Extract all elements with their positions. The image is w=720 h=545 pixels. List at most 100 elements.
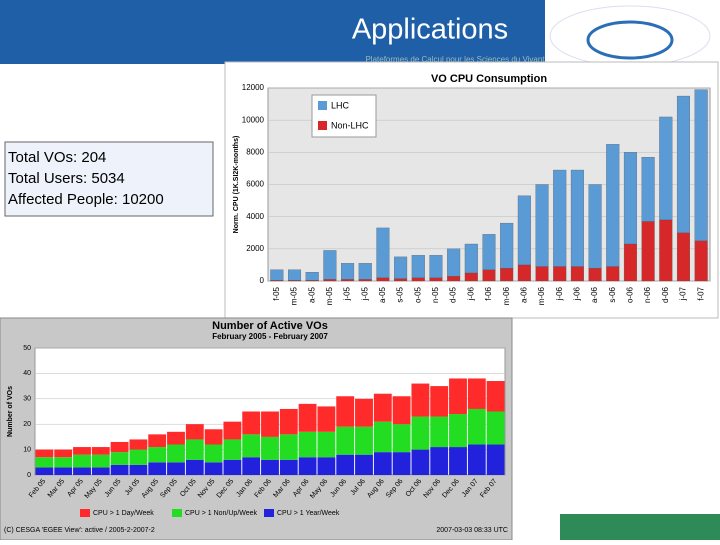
bar-segment bbox=[148, 462, 167, 475]
bar-segment bbox=[500, 222, 514, 269]
bar-segment bbox=[185, 459, 204, 475]
bar-segment bbox=[449, 378, 467, 415]
y-tick-label: 8000 bbox=[246, 147, 264, 156]
y-tick-label: 10 bbox=[23, 446, 31, 453]
bar-segment bbox=[659, 219, 673, 282]
bar-segment bbox=[261, 436, 279, 460]
slide-title: Applications bbox=[352, 14, 508, 46]
legend-swatch bbox=[264, 509, 274, 517]
x-tick-label: n-05 bbox=[431, 286, 440, 303]
bar-segment bbox=[358, 263, 372, 280]
y-axis-label: Norm. CPU (1K.SI2K-months) bbox=[233, 136, 240, 234]
bar-segment bbox=[447, 248, 461, 277]
bar-segment bbox=[129, 464, 148, 475]
bar-segment bbox=[323, 279, 337, 282]
bar-segment bbox=[317, 406, 336, 432]
bar-segment bbox=[298, 403, 317, 432]
bar-segment bbox=[430, 416, 449, 448]
bar-segment bbox=[676, 232, 690, 282]
x-tick-label: m-05 bbox=[325, 286, 334, 305]
bar-segment bbox=[376, 227, 390, 278]
bar-segment bbox=[54, 449, 73, 458]
bar-segment bbox=[54, 457, 73, 468]
bar-segment bbox=[373, 393, 392, 422]
bar-segment bbox=[54, 467, 73, 475]
bar-segment bbox=[392, 452, 411, 475]
bar-segment bbox=[411, 255, 425, 278]
bar-segment bbox=[35, 457, 54, 468]
bar-segment bbox=[336, 454, 355, 475]
x-tick-label: m-05 bbox=[290, 286, 299, 305]
x-tick-label: d-05 bbox=[449, 286, 458, 303]
x-tick-label: d-06 bbox=[661, 286, 670, 303]
bar-segment bbox=[449, 414, 467, 448]
bar-segment bbox=[317, 457, 336, 475]
bar-segment bbox=[394, 256, 408, 279]
bar-segment bbox=[323, 250, 337, 280]
bar-segment bbox=[129, 439, 148, 450]
bar-segment bbox=[500, 267, 514, 282]
bar-segment bbox=[35, 449, 54, 458]
y-tick-label: 6000 bbox=[246, 180, 264, 189]
bar-segment bbox=[641, 221, 655, 282]
bar-segment bbox=[242, 457, 261, 475]
bar-segment bbox=[641, 157, 655, 222]
bar-segment bbox=[588, 267, 602, 282]
info-box bbox=[4, 141, 214, 217]
chart-footer: (C) CESGA 'EGEE View': active / 2005-2-2… bbox=[4, 527, 155, 534]
bar-segment bbox=[606, 144, 620, 267]
legend-label: LHC bbox=[331, 100, 350, 110]
bar-segment bbox=[676, 95, 690, 233]
bar-segment bbox=[35, 467, 54, 475]
bar-segment bbox=[535, 266, 549, 282]
bar-segment bbox=[91, 467, 110, 475]
x-tick-label: a-06 bbox=[590, 286, 599, 303]
x-tick-label: s-06 bbox=[608, 286, 617, 302]
legend-swatch bbox=[172, 509, 182, 517]
bar-segment bbox=[73, 454, 91, 468]
bar-segment bbox=[110, 452, 129, 465]
bar-segment bbox=[517, 264, 531, 282]
bar-segment bbox=[355, 426, 373, 455]
x-tick-label: f-05 bbox=[272, 286, 281, 300]
chart-title: Number of Active VOs bbox=[212, 320, 328, 332]
bar-segment bbox=[694, 89, 708, 241]
bar-segment bbox=[185, 424, 204, 440]
info-line: Affected People: 10200 bbox=[8, 191, 164, 208]
x-tick-label: o-05 bbox=[413, 286, 422, 303]
y-tick-label: 2000 bbox=[246, 244, 264, 253]
x-tick-label: j-05 bbox=[360, 286, 369, 301]
legend-label: Non-LHC bbox=[331, 120, 369, 130]
bar-segment bbox=[535, 184, 549, 267]
bar-segment bbox=[223, 459, 242, 475]
bar-segment bbox=[392, 424, 411, 453]
bar-segment bbox=[486, 381, 505, 412]
bar-segment bbox=[129, 449, 148, 465]
bar-segment bbox=[467, 378, 486, 409]
bar-segment bbox=[204, 462, 223, 475]
bar-segment bbox=[110, 464, 129, 475]
bar-segment bbox=[336, 396, 355, 427]
legend-label: CPU > 1 Day/Week bbox=[93, 510, 154, 517]
bar-segment bbox=[570, 169, 584, 267]
bar-segment bbox=[341, 263, 355, 280]
bar-segment bbox=[242, 434, 261, 458]
bar-segment bbox=[467, 408, 486, 445]
bar-segment bbox=[305, 272, 319, 281]
y-tick-label: 12000 bbox=[242, 83, 265, 92]
bar-segment bbox=[270, 269, 284, 281]
y-axis-label: Number of VOs bbox=[7, 386, 14, 437]
bar-segment bbox=[623, 243, 637, 282]
bar-segment bbox=[394, 278, 408, 282]
y-tick-label: 0 bbox=[27, 472, 31, 479]
bar-segment bbox=[486, 411, 505, 445]
bar-segment bbox=[464, 272, 478, 282]
bar-segment bbox=[464, 243, 478, 274]
bar-segment bbox=[148, 447, 167, 463]
bar-segment bbox=[358, 279, 372, 282]
x-tick-label: a-05 bbox=[378, 286, 387, 303]
bar-segment bbox=[110, 441, 129, 453]
bar-segment bbox=[148, 434, 167, 448]
bar-segment bbox=[167, 444, 185, 463]
bar-segment bbox=[279, 434, 298, 460]
